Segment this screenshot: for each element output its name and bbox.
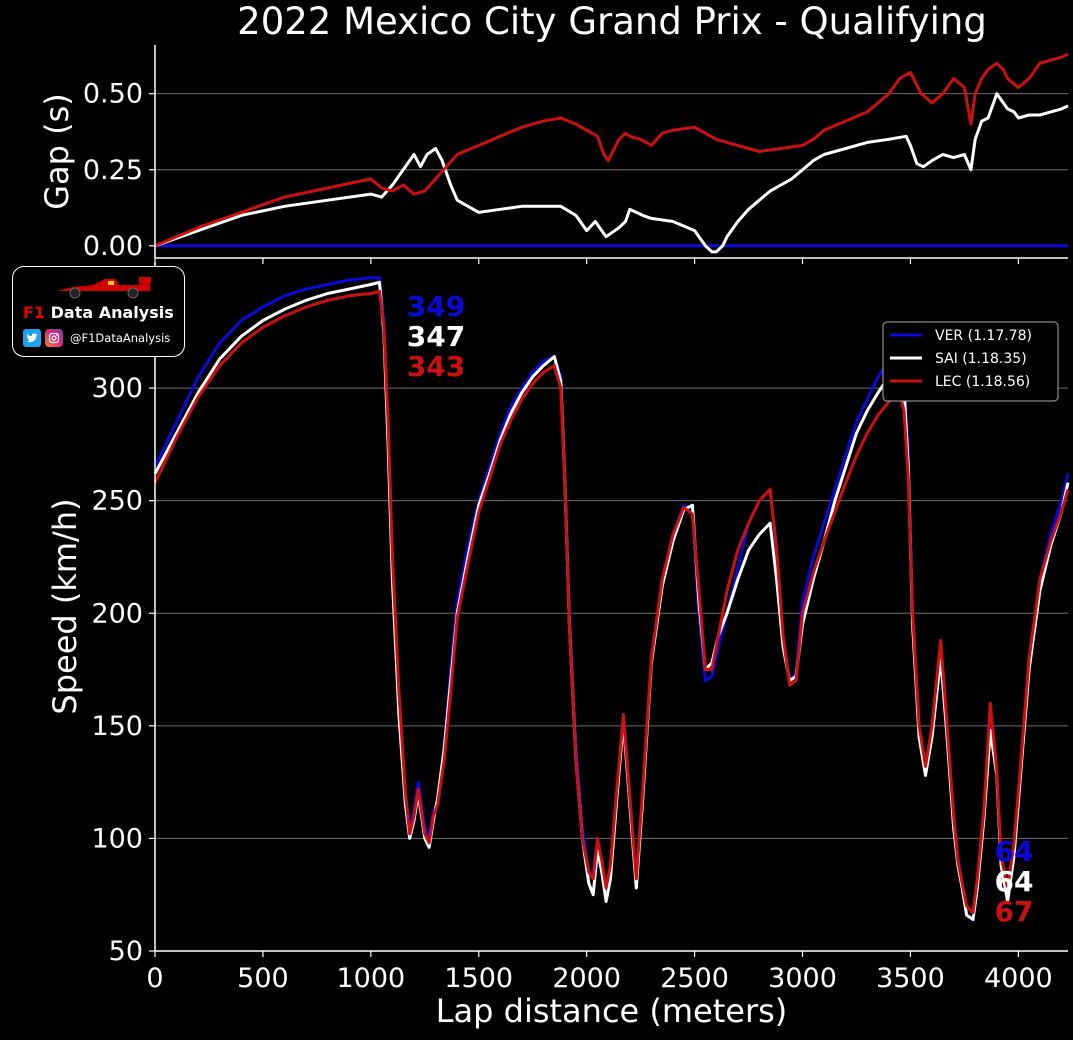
logo-social: @F1DataAnalysis (23, 329, 170, 347)
f1-car-icon (57, 277, 151, 299)
x-tick-label: 4000 (984, 963, 1053, 994)
y-tick-label: 200 (91, 598, 143, 629)
legend-frame (882, 321, 1059, 402)
y-tick-label: 250 (91, 486, 143, 517)
min-speed-label: 67 (995, 895, 1034, 928)
logo-handle: @F1DataAnalysis (70, 331, 171, 345)
y-tick-label: 300 (91, 373, 143, 404)
y-axis-label: Gap (s) (38, 93, 76, 210)
legend: VER (1.17.78) SAI (1.18.35) LEC (1.18.56) (882, 321, 1059, 402)
series-line-lec (153, 289, 1070, 915)
legend-entry: VER (1.17.78) (935, 328, 1032, 344)
y-tick-label: 0.00 (83, 231, 143, 262)
y-axis-label: Speed (km/h) (46, 498, 84, 714)
x-tick-label: 3500 (876, 963, 945, 994)
y-tick-label: 100 (91, 823, 143, 854)
f1-data-analysis-logo: F1 Data Analysis @F1DataAnalysis (12, 266, 185, 357)
logo-title-prefix: F1 (23, 303, 46, 322)
y-tick-label: 150 (91, 711, 143, 742)
x-tick-label: 2500 (660, 963, 729, 994)
legend-entry: SAI (1.18.35) (935, 351, 1027, 367)
top-speed-label: 349 (407, 290, 465, 323)
top-speed-label: 347 (407, 320, 465, 353)
series-line-lec (154, 52, 1069, 248)
chart-title: 2022 Mexico City Grand Prix - Qualifying (237, 0, 987, 43)
y-tick-label: 50 (109, 936, 143, 967)
y-tick-label: 0.25 (83, 155, 143, 186)
min-speed-label: 64 (995, 835, 1034, 868)
series-line-sai (154, 92, 1069, 254)
x-tick-label: 1000 (336, 963, 405, 994)
instagram-icon (45, 329, 63, 347)
logo-title: F1 Data Analysis (23, 303, 174, 322)
min-speed-label: 64 (995, 865, 1034, 898)
legend-entry: LEC (1.18.56) (935, 374, 1030, 390)
x-tick-label: 3000 (768, 963, 837, 994)
twitter-icon (23, 329, 41, 347)
logo-title-name: Data Analysis (50, 303, 174, 322)
y-tick-label: 0.50 (83, 79, 143, 110)
x-tick-label: 500 (237, 963, 289, 994)
x-tick-label: 2000 (552, 963, 621, 994)
x-axis-label: Lap distance (meters) (436, 992, 788, 1030)
x-tick-label: 1500 (444, 963, 513, 994)
top-speed-label: 343 (407, 350, 465, 383)
x-tick-label: 0 (146, 963, 163, 994)
